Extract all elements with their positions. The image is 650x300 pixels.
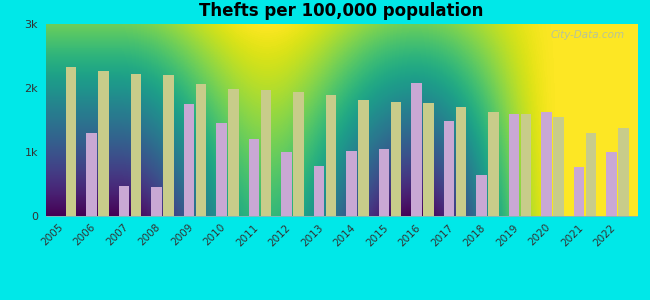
Bar [488, 112, 499, 216]
Bar [314, 166, 324, 216]
Bar [163, 75, 174, 216]
Bar [379, 149, 389, 216]
Bar [293, 92, 304, 216]
Bar [131, 74, 141, 216]
Bar [98, 71, 109, 216]
Bar [281, 152, 292, 216]
Bar [541, 112, 552, 216]
Bar [249, 139, 259, 216]
Bar [326, 95, 336, 216]
Bar [119, 186, 129, 216]
Bar [391, 102, 401, 216]
Bar [423, 103, 434, 216]
Bar [151, 187, 162, 216]
Bar [606, 152, 617, 216]
Bar [216, 123, 227, 216]
Bar [196, 83, 206, 216]
Bar [586, 133, 596, 216]
Bar [476, 175, 487, 216]
Bar [456, 107, 466, 216]
Bar [509, 114, 519, 216]
Bar [411, 83, 422, 216]
Bar [346, 151, 357, 216]
Bar [553, 117, 564, 216]
Bar [228, 89, 239, 216]
Text: City-Data.com: City-Data.com [551, 30, 625, 40]
Bar [66, 67, 76, 216]
Bar [261, 90, 271, 216]
Title: Thefts per 100,000 population: Thefts per 100,000 population [199, 2, 484, 20]
Bar [444, 121, 454, 216]
Bar [618, 128, 629, 216]
Bar [521, 114, 531, 216]
Bar [358, 100, 369, 216]
Bar [574, 167, 584, 216]
Bar [86, 133, 97, 216]
Bar [184, 104, 194, 216]
